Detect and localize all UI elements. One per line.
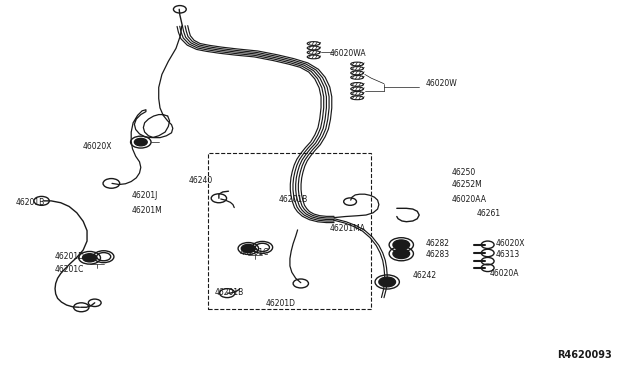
Text: 46020X: 46020X: [496, 239, 525, 248]
Text: 46201B: 46201B: [278, 195, 308, 203]
Circle shape: [241, 244, 255, 253]
Circle shape: [379, 277, 396, 287]
Text: 46201B: 46201B: [16, 198, 45, 207]
Text: 46201D: 46201D: [54, 252, 84, 261]
Text: R4620093: R4620093: [557, 350, 612, 360]
Circle shape: [83, 254, 97, 262]
Text: 46020A: 46020A: [490, 269, 519, 278]
Text: 46313: 46313: [496, 250, 520, 259]
Text: 46283: 46283: [426, 250, 450, 259]
Circle shape: [393, 240, 410, 250]
Circle shape: [393, 249, 410, 259]
Text: 46240: 46240: [189, 176, 213, 185]
Text: 46252M: 46252M: [451, 180, 482, 189]
Text: 46201M: 46201M: [131, 206, 162, 215]
Text: 46020X: 46020X: [83, 142, 112, 151]
Text: 46201B: 46201B: [214, 288, 244, 296]
Text: 46020WA: 46020WA: [330, 49, 366, 58]
Text: 46020AA: 46020AA: [451, 195, 486, 203]
Text: 46201D: 46201D: [266, 299, 296, 308]
Circle shape: [134, 138, 147, 146]
Text: 46201C: 46201C: [54, 265, 84, 274]
Text: 46201C: 46201C: [240, 248, 269, 257]
Bar: [208, 153, 371, 309]
Text: 46242: 46242: [413, 271, 437, 280]
Text: 46201MA: 46201MA: [330, 224, 365, 233]
Text: 46282: 46282: [426, 239, 450, 248]
Text: 46261: 46261: [477, 209, 501, 218]
Text: 46020W: 46020W: [426, 79, 458, 88]
Text: 46250: 46250: [451, 169, 476, 177]
Text: 46201J: 46201J: [131, 191, 157, 200]
